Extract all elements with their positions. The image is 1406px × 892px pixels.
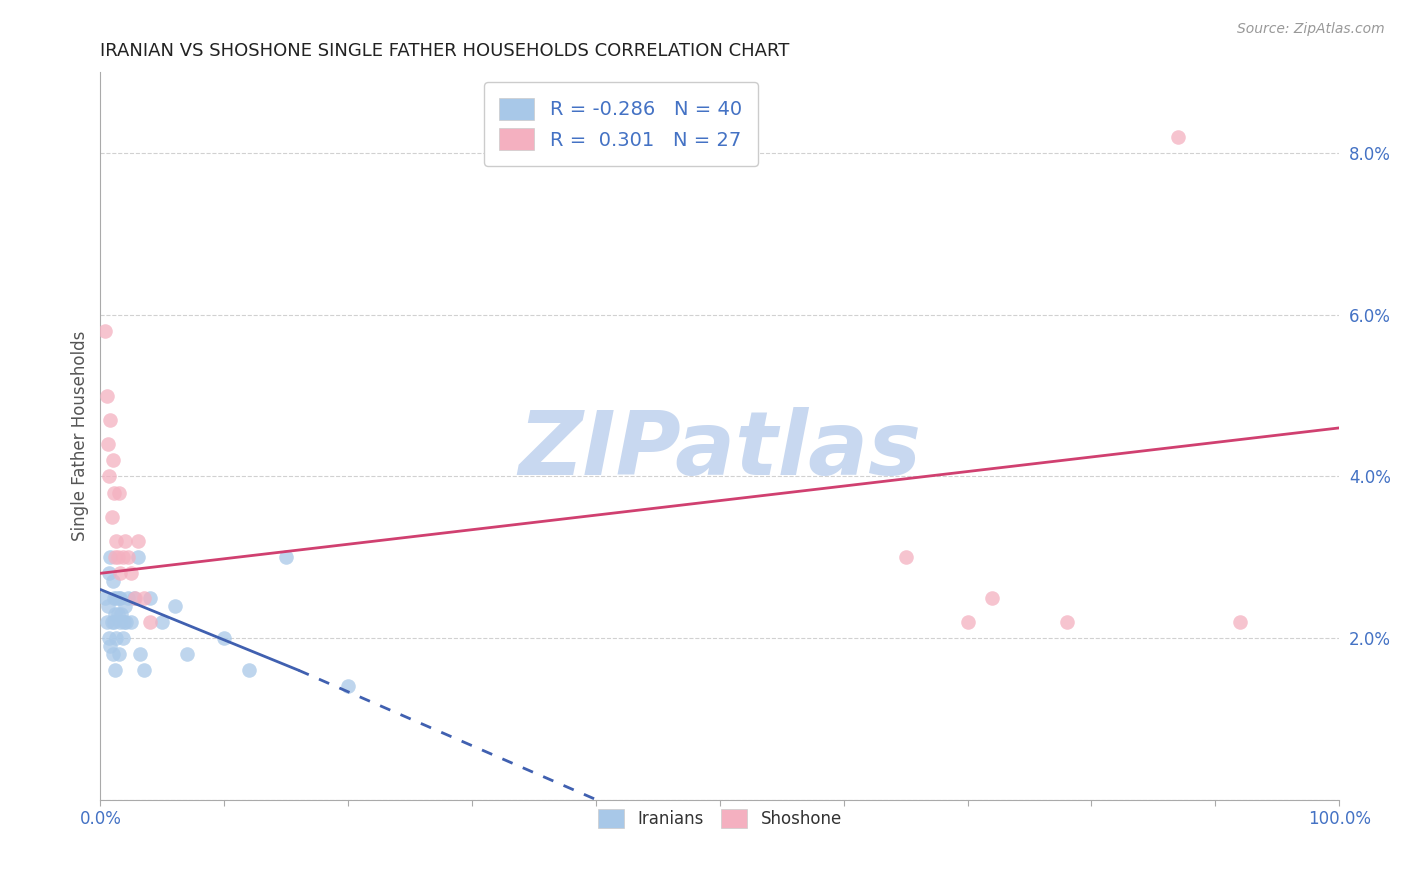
Point [132,663,155,677]
Point [98,413,121,427]
Point [132,591,155,605]
Legend: Iranians, Shoshone: Iranians, Shoshone [591,803,849,835]
Point [105,631,128,645]
Point [117,550,139,565]
Point [108,566,131,581]
Text: ZIPatlas: ZIPatlas [519,407,921,494]
Point [337,680,360,694]
Point [127,534,149,549]
Point [1167,130,1189,145]
Point [139,591,162,605]
Point [94,591,117,605]
Point [1229,615,1251,629]
Point [94,324,117,338]
Point [150,615,173,629]
Point [108,647,131,661]
Point [894,550,917,565]
Text: IRANIAN VS SHOSHONE SINGLE FATHER HOUSEHOLDS CORRELATION CHART: IRANIAN VS SHOSHONE SINGLE FATHER HOUSEH… [100,42,790,60]
Point [117,591,139,605]
Point [101,574,124,589]
Point [120,566,142,581]
Point [103,485,125,500]
Point [163,599,186,613]
Point [110,607,132,621]
Point [104,607,127,621]
Point [115,615,138,629]
Point [108,485,131,500]
Point [127,550,149,565]
Point [111,550,134,565]
Point [98,639,121,653]
Point [176,647,198,661]
Point [956,615,979,629]
Point [103,615,125,629]
Point [129,647,152,661]
Point [96,615,118,629]
Point [101,647,124,661]
Point [108,591,131,605]
Point [101,453,124,467]
Point [100,615,122,629]
Point [124,591,146,605]
Point [98,566,121,581]
Point [103,591,125,605]
Point [108,591,131,605]
Point [107,550,129,565]
Point [111,631,134,645]
Text: Source: ZipAtlas.com: Source: ZipAtlas.com [1237,22,1385,37]
Point [114,534,136,549]
Point [97,437,120,451]
Point [100,509,122,524]
Y-axis label: Single Father Households: Single Father Households [72,331,89,541]
Point [238,663,260,677]
Point [981,591,1004,605]
Point [1056,615,1078,629]
Point [112,615,135,629]
Point [104,663,127,677]
Point [212,631,235,645]
Point [98,550,121,565]
Point [97,599,120,613]
Point [114,599,136,613]
Point [104,550,127,565]
Point [105,534,128,549]
Point [276,550,298,565]
Point [120,615,142,629]
Point [107,607,129,621]
Point [139,615,162,629]
Point [108,615,131,629]
Point [96,388,118,402]
Point [98,469,121,483]
Point [122,591,145,605]
Point [105,591,128,605]
Point [98,631,121,645]
